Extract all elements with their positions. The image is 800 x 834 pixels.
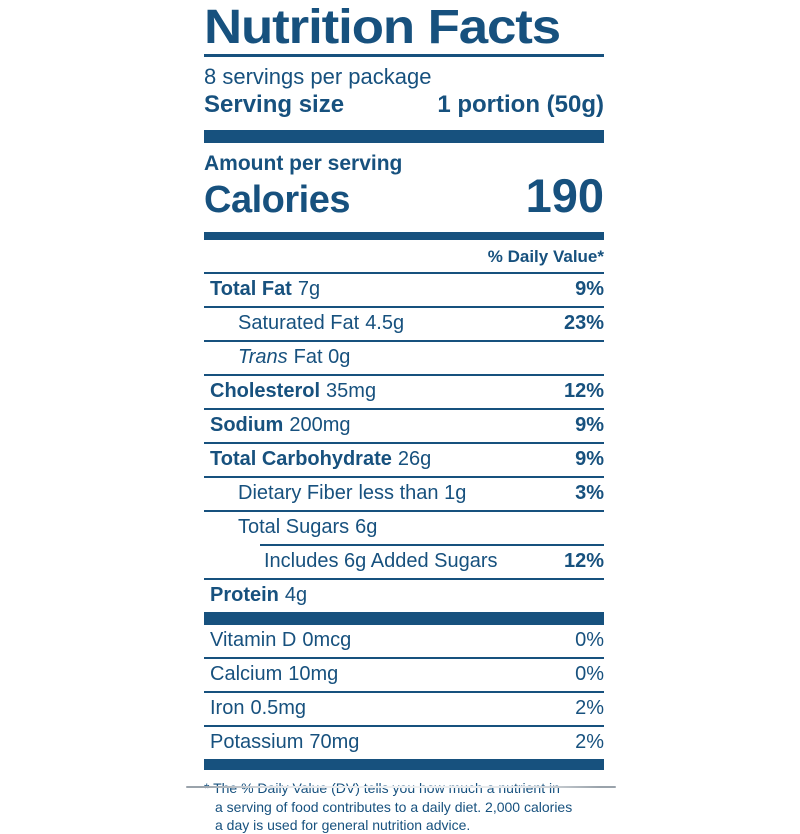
- nutrient-amount: less than 1g: [358, 482, 467, 505]
- calories-value: 190: [525, 168, 604, 222]
- nutrition-facts-label: Nutrition Facts 8 servings per package S…: [204, 2, 604, 834]
- nutrient-amount: 6g: [355, 516, 378, 539]
- nutrient-name: Includes 6g Added Sugars: [264, 550, 498, 573]
- footnote-line: * The % Daily Value (DV) tells you how m…: [204, 780, 560, 797]
- serving-size-label: Serving size: [204, 91, 345, 119]
- nutrient-amount: Fat 0g: [293, 346, 351, 369]
- nutrient-name: Total Sugars: [238, 516, 350, 539]
- vitamin-name: Calcium: [210, 663, 283, 686]
- vitamin-name: Potassium: [210, 731, 304, 754]
- vitamin-row-iron: Iron 0.5mg 2%: [204, 691, 604, 725]
- nutrient-amount: 200mg: [289, 414, 351, 437]
- nutrient-dv: 12%: [563, 380, 604, 403]
- nutrient-name: Dietary Fiber: [238, 482, 353, 505]
- serving-size-row: Serving size 1 portion (50g): [204, 91, 604, 119]
- nutrient-name: Total Fat: [210, 278, 292, 301]
- nutrient-amount: 7g: [297, 278, 321, 301]
- nutrient-row-dietary-fiber: Dietary Fiber less than 1g 3%: [204, 476, 604, 510]
- page-edge-artifact: [186, 786, 616, 788]
- nutrient-name: Total Carbohydrate: [210, 448, 392, 471]
- vitamin-dv: 0%: [575, 663, 604, 686]
- vitamin-dv: 2%: [575, 731, 604, 754]
- vitamin-name: Vitamin D: [210, 629, 297, 652]
- vitamin-amount: 70mg: [309, 731, 360, 754]
- calories-label: Calories: [204, 178, 350, 221]
- divider-thick-vitamins: [204, 612, 604, 626]
- nutrient-name: Trans: [238, 346, 288, 369]
- title-rule: [204, 54, 604, 57]
- vitamin-amount: 0mcg: [302, 629, 352, 652]
- nutrient-name: Cholesterol: [210, 380, 321, 403]
- divider-medium-bottom: [204, 759, 604, 771]
- vitamin-row-vitamin-d: Vitamin D 0mcg 0%: [204, 625, 604, 657]
- nutrient-dv: 12%: [563, 550, 604, 573]
- calories-row: Calories 190: [204, 172, 604, 223]
- nutrient-row-total-fat: Total Fat 7g 9%: [204, 272, 604, 306]
- nutrient-dv: 23%: [563, 312, 604, 335]
- daily-value-header: % Daily Value*: [487, 247, 604, 267]
- nutrient-amount: 4.5g: [365, 312, 405, 335]
- vitamin-name: Iron: [210, 697, 245, 720]
- nutrient-row-total-carbohydrate: Total Carbohydrate 26g 9%: [204, 442, 604, 476]
- nutrient-name: Saturated Fat: [238, 312, 360, 335]
- nutrient-row-total-sugars: Total Sugars 6g: [204, 510, 604, 544]
- nutrient-name: Sodium: [210, 414, 284, 437]
- amount-per-serving-label: Amount per serving: [204, 151, 403, 175]
- footnote-line: a serving of food contributes to a daily…: [215, 798, 573, 815]
- nutrient-dv: 9%: [575, 414, 604, 437]
- vitamin-row-potassium: Potassium 70mg 2%: [204, 725, 604, 759]
- nutrient-row-trans-fat: Trans Fat 0g: [204, 340, 604, 374]
- nutrient-name: Protein: [210, 584, 279, 607]
- vitamin-row-calcium: Calcium 10mg 0%: [204, 657, 604, 691]
- nutrient-row-added-sugars: Includes 6g Added Sugars 12%: [204, 546, 604, 578]
- footnote-line: a day is used for general nutrition advi…: [215, 816, 471, 833]
- indented-separator: [260, 544, 604, 547]
- nutrient-amount: 4g: [284, 584, 308, 607]
- serving-size-value: 1 portion (50g): [437, 91, 604, 119]
- nutrient-dv: 9%: [575, 448, 604, 471]
- vitamin-dv: 2%: [575, 697, 604, 720]
- nutrient-row-cholesterol: Cholesterol 35mg 12%: [204, 374, 604, 408]
- page: { "colors": { "brand_blue": "#17517e", "…: [186, 3, 616, 833]
- nutrient-dv: 9%: [575, 278, 604, 301]
- nutrient-amount: 26g: [397, 448, 432, 471]
- vitamin-amount: 10mg: [288, 663, 339, 686]
- vitamin-dv: 0%: [575, 629, 604, 652]
- vitamin-amount: 0.5mg: [250, 697, 307, 720]
- servings-per-package: 8 servings per package: [204, 64, 432, 89]
- nutrient-dv: 3%: [575, 482, 604, 505]
- nutrient-row-sodium: Sodium 200mg 9%: [204, 408, 604, 442]
- label-title: Nutrition Facts: [204, 1, 561, 54]
- nutrient-row-saturated-fat: Saturated Fat 4.5g 23%: [204, 306, 604, 340]
- nutrient-amount: 35mg: [326, 380, 377, 403]
- divider-thick-top: [204, 129, 604, 143]
- divider-medium-calories: [204, 232, 604, 241]
- nutrient-row-protein: Protein 4g: [204, 578, 604, 612]
